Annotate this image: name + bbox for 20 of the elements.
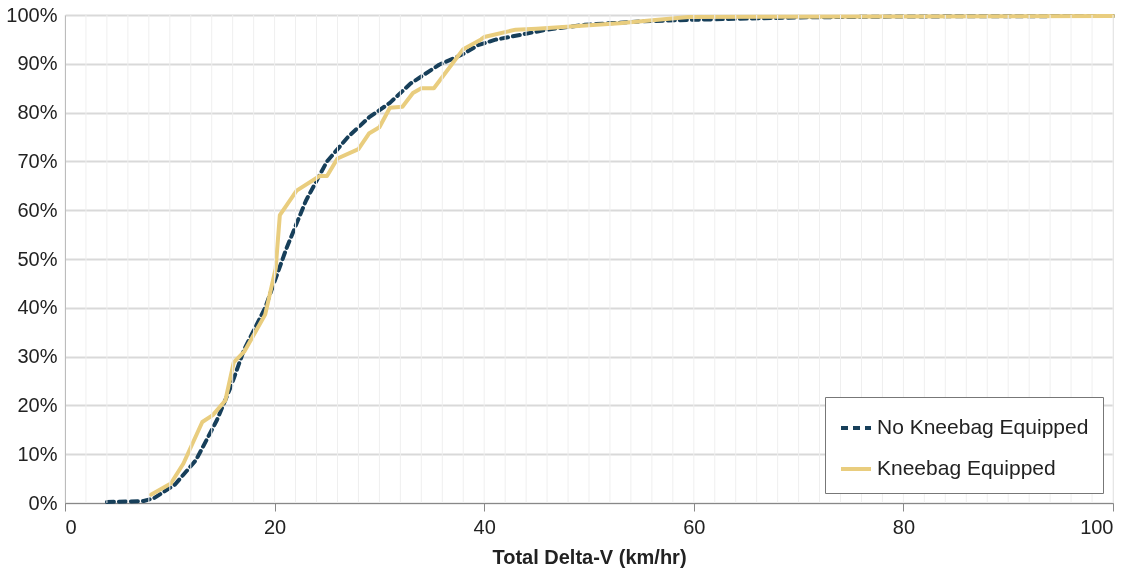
x-axis-title: Total Delta-V (km/hr) bbox=[492, 545, 687, 568]
x-tick-label: 100 bbox=[1080, 515, 1114, 538]
y-tick-label: 60% bbox=[17, 198, 58, 221]
x-tick-label: 20 bbox=[263, 515, 287, 538]
x-tick-label: 60 bbox=[683, 515, 706, 538]
y-tick-label: 20% bbox=[17, 393, 58, 416]
y-tick-label: 30% bbox=[17, 345, 58, 368]
y-tick-label: 90% bbox=[17, 52, 58, 75]
legend-label: No Kneebag Equipped bbox=[877, 415, 1089, 438]
x-tick-label: 80 bbox=[892, 515, 916, 538]
y-tick-label: 0% bbox=[28, 491, 58, 514]
y-tick-label: 80% bbox=[17, 101, 58, 124]
y-tick-label: 100% bbox=[6, 3, 58, 26]
x-tick-label: 0 bbox=[65, 515, 77, 538]
y-tick-label: 50% bbox=[17, 247, 58, 270]
y-tick-label: 10% bbox=[17, 442, 58, 465]
legend-label: Kneebag Equipped bbox=[877, 456, 1056, 479]
y-tick-label: 40% bbox=[17, 296, 58, 319]
x-tick-label: 40 bbox=[473, 515, 496, 538]
y-tick-label: 70% bbox=[17, 149, 58, 172]
